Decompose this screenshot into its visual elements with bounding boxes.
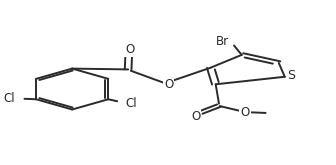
Text: O: O bbox=[191, 110, 200, 123]
Text: Cl: Cl bbox=[3, 92, 15, 105]
Text: S: S bbox=[287, 69, 295, 82]
Text: Cl: Cl bbox=[125, 97, 137, 110]
Text: O: O bbox=[240, 106, 250, 119]
Text: O: O bbox=[164, 78, 173, 91]
Text: Br: Br bbox=[216, 35, 229, 48]
Text: O: O bbox=[125, 43, 134, 56]
